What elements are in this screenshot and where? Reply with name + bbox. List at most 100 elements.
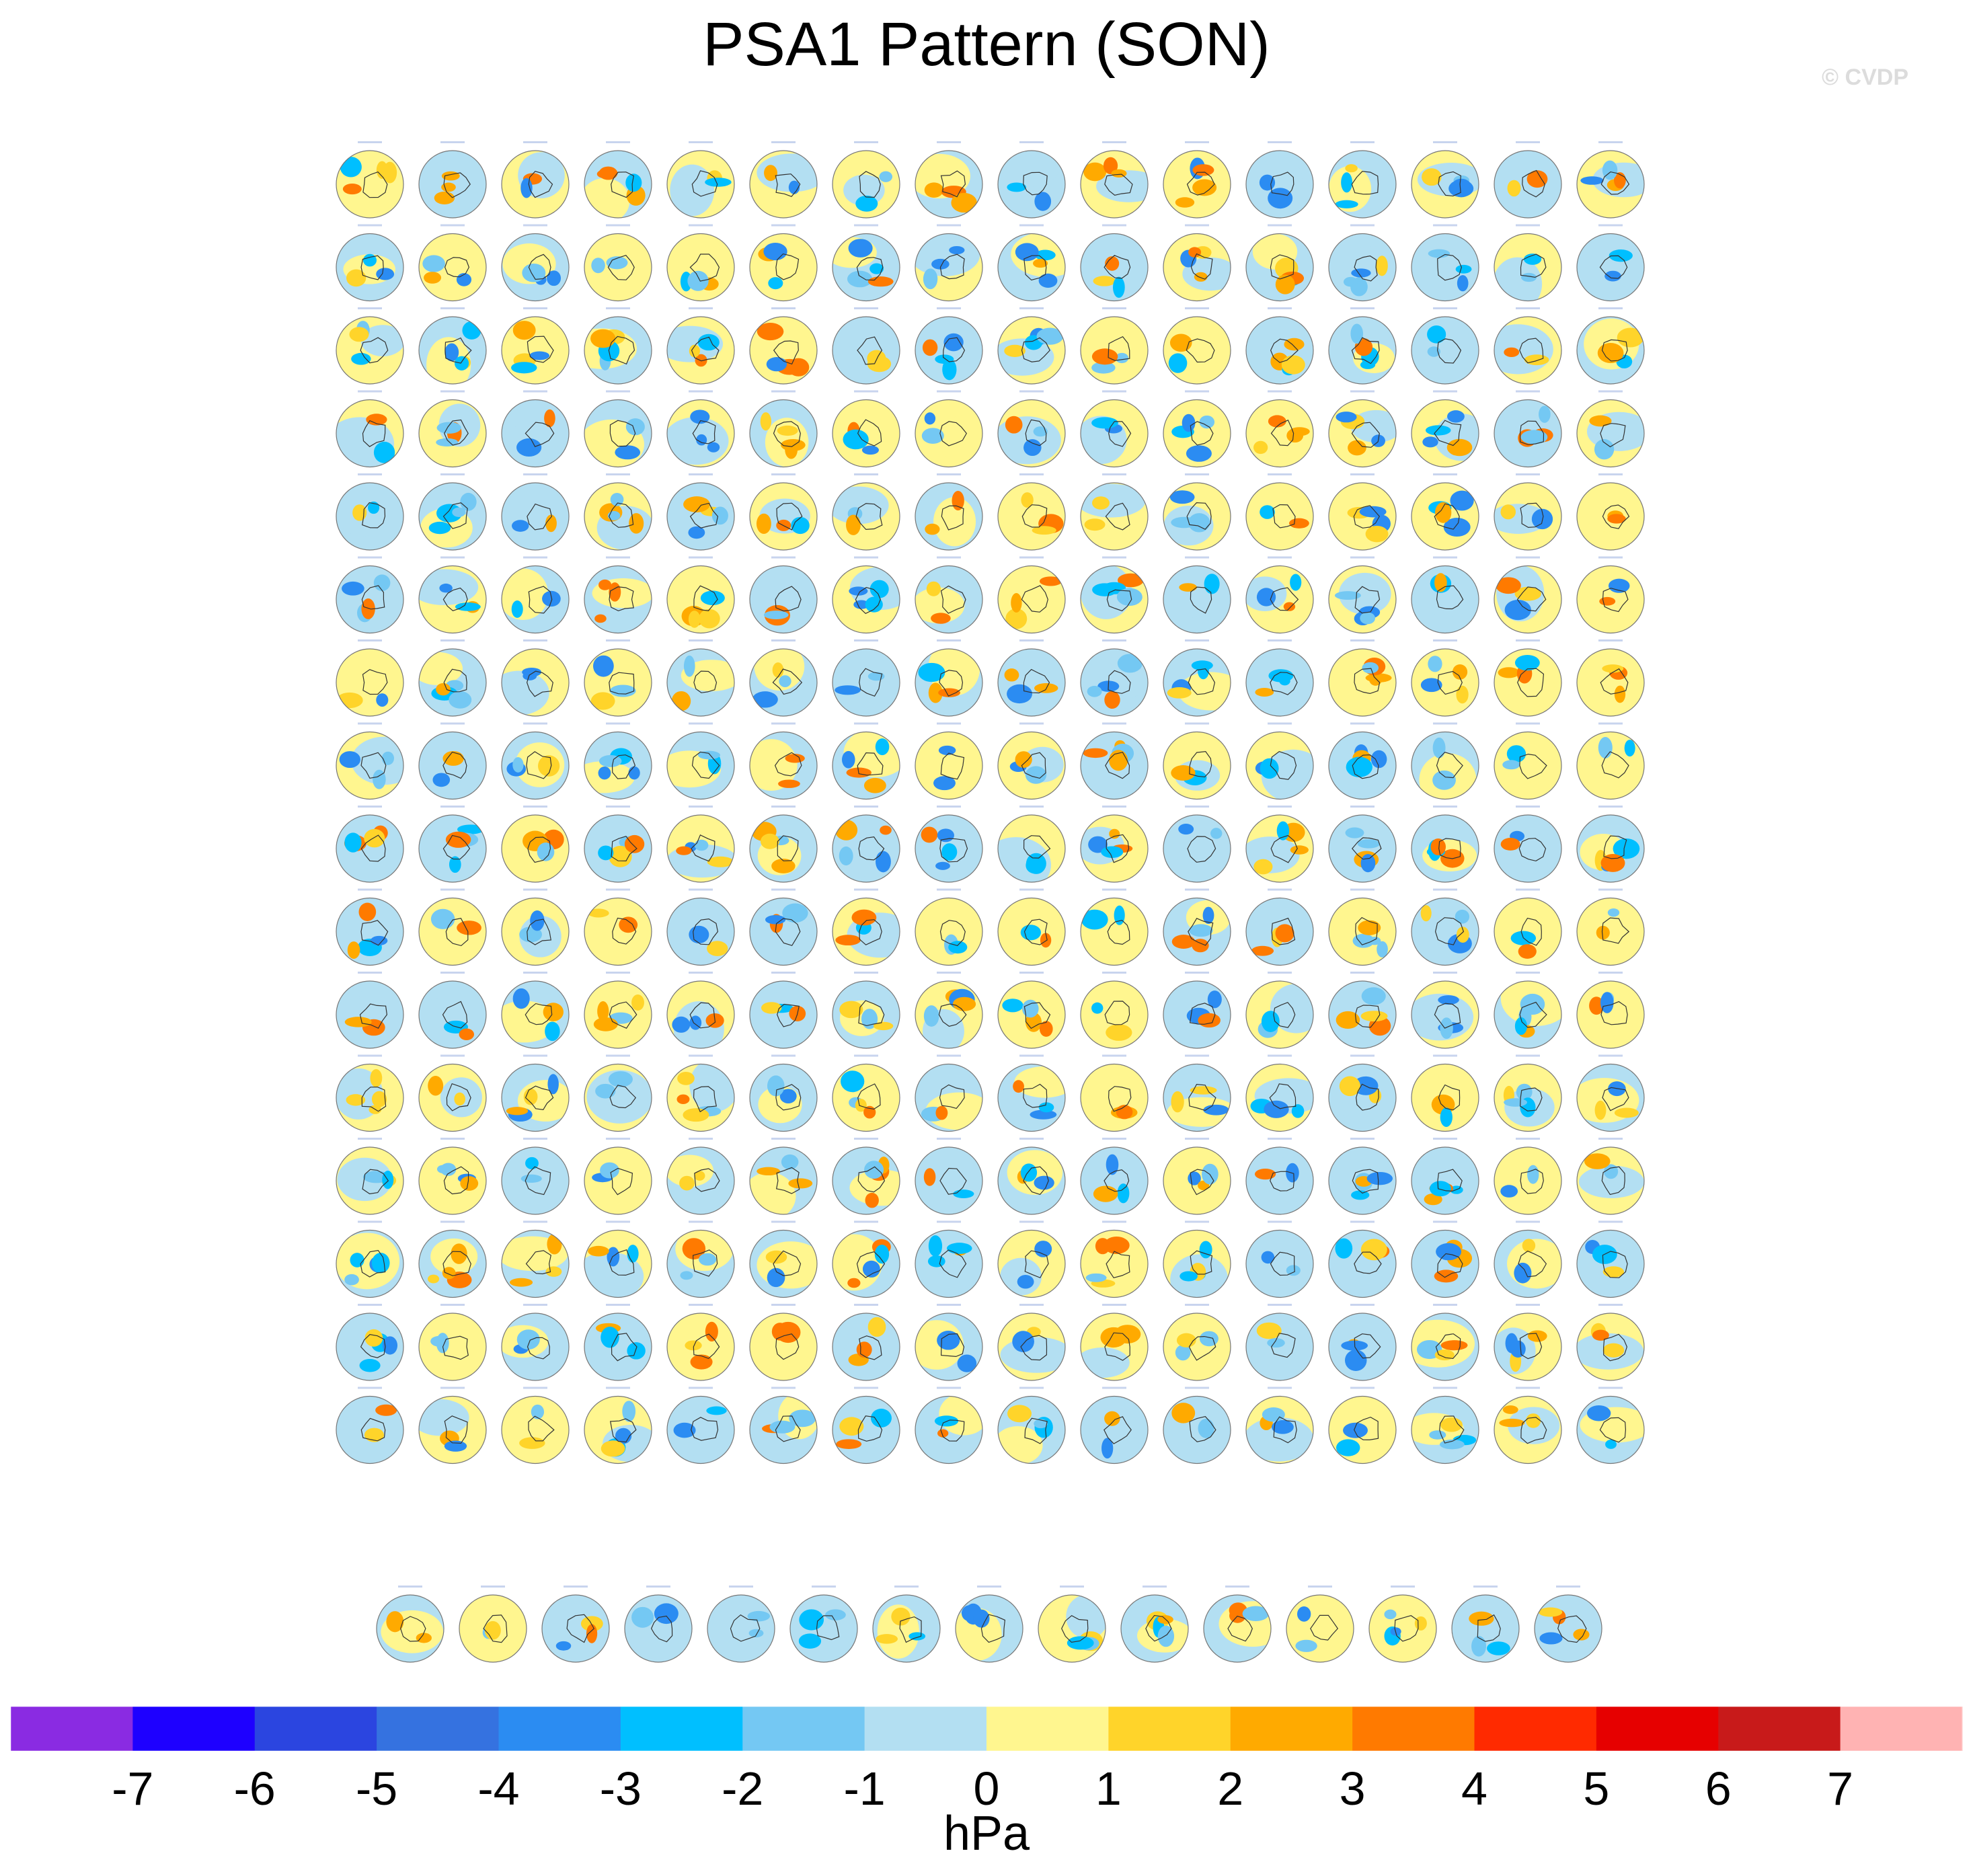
anomaly-center <box>1502 1405 1518 1414</box>
antarctica-coastline <box>525 1166 551 1196</box>
panel-title <box>606 888 630 891</box>
anomaly-center <box>442 1267 456 1280</box>
panel-border <box>1328 233 1397 302</box>
anomaly-center <box>1091 348 1118 365</box>
map-panel <box>1328 556 1397 634</box>
antarctica-coastline <box>689 1002 716 1029</box>
map-panel <box>336 806 404 883</box>
panel-title <box>358 722 382 725</box>
anomaly-center <box>364 828 385 848</box>
panel-title <box>1268 1386 1292 1389</box>
antarctica-coastline <box>775 173 801 198</box>
panel-title <box>1019 1054 1044 1057</box>
panel-border <box>1245 565 1314 634</box>
panel-title <box>771 307 796 309</box>
anomaly-center <box>1440 1017 1453 1040</box>
panel-title <box>854 1054 878 1057</box>
map-panel <box>666 556 735 634</box>
anomaly-region <box>1087 1255 1148 1298</box>
panel-border <box>1080 1063 1149 1132</box>
panel-title <box>523 1138 547 1140</box>
anomaly-center <box>879 171 893 182</box>
anomaly-center <box>1067 1636 1094 1650</box>
antarctica-coastline <box>1187 836 1216 863</box>
anomaly-center <box>519 1437 545 1449</box>
map-panel <box>1245 307 1314 385</box>
panel-border <box>1163 814 1231 883</box>
panel-border <box>336 814 404 883</box>
anomaly-center <box>1034 1241 1052 1257</box>
panel-border <box>666 1313 735 1381</box>
map-panel <box>1534 1586 1602 1663</box>
map-panel <box>997 722 1066 800</box>
anomaly-center <box>625 173 642 192</box>
anomaly-center <box>1510 1340 1526 1358</box>
anomaly-center <box>1600 854 1625 872</box>
map-panel <box>336 1220 404 1298</box>
map-panel <box>832 639 900 717</box>
anomaly-center <box>1011 593 1022 613</box>
panel-border <box>1494 1395 1562 1464</box>
antarctica-coastline <box>1601 339 1628 362</box>
anomaly-center <box>451 1243 467 1264</box>
antarctica-coastline <box>1394 1615 1419 1642</box>
anomaly-center <box>1286 1265 1301 1276</box>
panel-title <box>1433 888 1457 891</box>
panel-title <box>1433 224 1457 227</box>
panel-border <box>501 150 570 219</box>
anomaly-region <box>1001 155 1058 187</box>
colorbar-tick-label: -5 <box>356 1762 397 1815</box>
map-panel <box>997 1220 1066 1298</box>
map-panel <box>707 1586 775 1663</box>
antarctica-coastline <box>1104 255 1131 279</box>
map-panel <box>336 390 404 468</box>
anomaly-region <box>923 1147 971 1197</box>
anomaly-center <box>943 333 964 352</box>
panel-border <box>336 1063 404 1132</box>
anomaly-center <box>588 1245 609 1257</box>
map-panel <box>1494 888 1562 966</box>
panel-border <box>749 399 818 468</box>
panel-border <box>1245 150 1314 219</box>
map-panel <box>915 1304 983 1381</box>
antarctica-coastline <box>1025 419 1047 446</box>
map-panel <box>376 1586 444 1663</box>
anomaly-center <box>1365 673 1392 682</box>
panel-title <box>1350 1386 1375 1389</box>
antarctica-coastline <box>1353 505 1381 529</box>
panel-border <box>1080 648 1149 717</box>
panel-border <box>584 1313 652 1381</box>
antarctica-coastline <box>1477 1614 1501 1642</box>
panel-border <box>1163 731 1231 800</box>
map-panel <box>749 972 818 1049</box>
anomaly-center <box>1430 838 1446 856</box>
anomaly-center <box>1450 178 1472 198</box>
panel-border <box>1411 316 1479 385</box>
anomaly-center <box>590 329 616 348</box>
anomaly-center <box>1021 492 1034 508</box>
panel-border <box>584 482 652 551</box>
anomaly-center <box>1109 828 1120 839</box>
anomaly-center <box>1034 192 1052 211</box>
anomaly-center <box>1100 1327 1127 1348</box>
antarctica-coastline <box>1601 751 1629 779</box>
panel-border <box>1163 482 1231 551</box>
map-panel <box>1328 141 1397 219</box>
panel-border <box>1245 1146 1314 1215</box>
anomaly-center <box>853 600 869 609</box>
anomaly-center <box>1268 415 1286 428</box>
panel-title <box>1268 556 1292 559</box>
panel-title <box>1268 1054 1292 1057</box>
map-panel <box>418 722 487 800</box>
anomaly-center <box>934 1415 959 1427</box>
anomaly-center <box>522 263 546 282</box>
anomaly-center <box>1242 1606 1270 1622</box>
panel-border <box>749 814 818 883</box>
map-panel <box>501 1054 570 1132</box>
antarctica-coastline <box>1270 338 1299 363</box>
panel-border <box>336 233 404 302</box>
anomaly-center <box>1348 440 1366 456</box>
panel-border <box>832 1395 900 1464</box>
map-panel <box>1245 473 1314 551</box>
panel-border <box>749 482 818 551</box>
